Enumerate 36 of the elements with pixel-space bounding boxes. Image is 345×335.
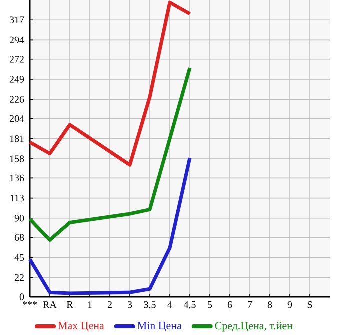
x-tick-label: 4 bbox=[168, 302, 172, 308]
y-tick-label: 181 bbox=[10, 136, 24, 142]
legend-label: Max Цена bbox=[58, 322, 104, 332]
x-tick-label: *** bbox=[23, 302, 37, 306]
x-tick-label: 9 bbox=[288, 302, 292, 308]
x-tick-label: 5 bbox=[208, 302, 212, 308]
y-tick-label: 113 bbox=[10, 194, 24, 202]
line-series bbox=[28, 66, 192, 242]
x-tick-label: 1 bbox=[88, 302, 92, 308]
y-tick-label: 317 bbox=[10, 16, 24, 24]
x-tick-label: 6 bbox=[228, 302, 232, 308]
x-tick-label: R bbox=[66, 302, 74, 308]
legend-label: Сред.Цена, т.йен bbox=[215, 322, 293, 332]
y-tick-label: 0 bbox=[20, 294, 24, 300]
y-tick-label: 249 bbox=[10, 76, 24, 83]
x-tick-label: 3,5 bbox=[144, 302, 156, 310]
y-tick-label: 22 bbox=[14, 274, 24, 282]
y-tick-label: 272 bbox=[10, 56, 24, 63]
y-tick-label: 136 bbox=[10, 174, 24, 182]
x-tick-label: 3 bbox=[128, 302, 132, 308]
x-tick-label: S bbox=[308, 302, 312, 308]
line-series bbox=[28, 156, 192, 296]
x-tick-label: 7 bbox=[248, 302, 252, 308]
line-series bbox=[28, 0, 192, 167]
y-tick-label: 90 bbox=[14, 215, 24, 222]
y-tick-label: 204 bbox=[10, 115, 24, 122]
x-tick-label: RA bbox=[43, 302, 57, 308]
y-tick-label: 45 bbox=[14, 254, 24, 262]
y-tick-label: 226 bbox=[10, 96, 24, 103]
legend-label: Min Цена bbox=[138, 322, 182, 332]
y-tick-label: 158 bbox=[10, 156, 24, 162]
x-tick-label: 2 bbox=[108, 302, 112, 308]
y-tick-label: 68 bbox=[14, 234, 24, 241]
x-tick-label: 8 bbox=[268, 302, 272, 308]
x-tick-label: 4,5 bbox=[184, 302, 196, 310]
y-tick-label: 294 bbox=[10, 36, 24, 44]
